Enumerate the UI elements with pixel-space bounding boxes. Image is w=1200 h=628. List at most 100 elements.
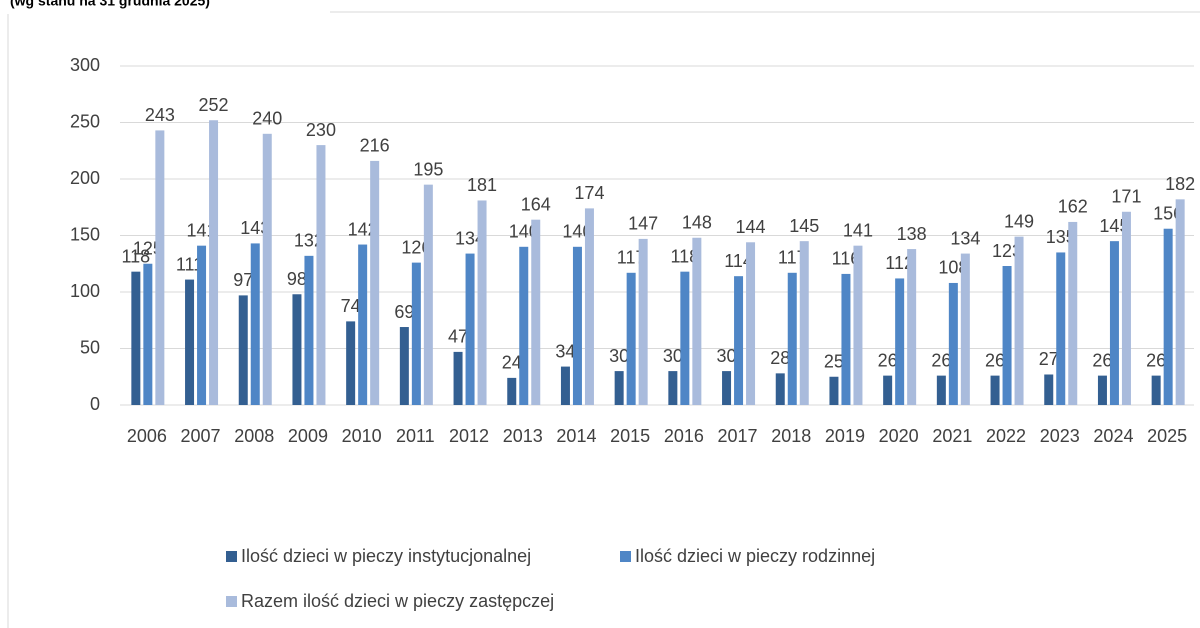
data-label: 114 xyxy=(724,251,753,271)
y-tick-label: 50 xyxy=(80,337,100,357)
bar xyxy=(507,377,517,405)
bar xyxy=(734,276,744,405)
x-tick-label: 2011 xyxy=(396,426,435,446)
y-tick-label: 300 xyxy=(70,55,100,75)
bar xyxy=(680,271,690,405)
data-label: 24 xyxy=(502,353,522,373)
data-label: 97 xyxy=(233,270,253,290)
data-label: 148 xyxy=(682,213,712,233)
data-label: 47 xyxy=(448,327,468,347)
bar xyxy=(1056,252,1066,405)
bar xyxy=(292,294,302,405)
bar xyxy=(1151,375,1161,405)
bar xyxy=(907,249,917,405)
bar xyxy=(692,237,702,405)
x-tick-label: 2013 xyxy=(503,426,543,446)
x-tick-label: 2016 xyxy=(664,426,704,446)
bar xyxy=(304,255,314,405)
bar xyxy=(990,375,1000,405)
x-tick-label: 2018 xyxy=(771,426,811,446)
bar xyxy=(841,273,851,405)
bar xyxy=(1014,236,1024,405)
bar xyxy=(722,371,732,405)
x-tick-label: 2019 xyxy=(825,426,865,446)
x-tick-label: 2023 xyxy=(1040,426,1080,446)
bar xyxy=(209,120,219,406)
y-tick-label: 200 xyxy=(70,168,100,188)
data-label: 144 xyxy=(736,217,766,237)
bar xyxy=(1097,375,1107,405)
legend-swatch xyxy=(226,596,237,607)
bar xyxy=(519,246,529,405)
x-tick-label: 2024 xyxy=(1093,426,1133,446)
legend-label: Ilość dzieci w pieczy instytucjonalnej xyxy=(241,546,531,566)
data-label: 141 xyxy=(843,220,873,240)
data-label: 26 xyxy=(931,350,951,370)
bar xyxy=(948,282,958,405)
bar xyxy=(1121,211,1131,405)
bar xyxy=(638,238,648,405)
data-label: 145 xyxy=(789,216,819,236)
data-label: 26 xyxy=(985,350,1005,370)
data-label: 182 xyxy=(1165,174,1195,194)
x-tick-label: 2006 xyxy=(127,426,167,446)
bar xyxy=(531,219,541,405)
data-label: 147 xyxy=(628,214,658,234)
data-label: 28 xyxy=(770,348,790,368)
data-label: 27 xyxy=(1039,349,1059,369)
y-tick-label: 0 xyxy=(90,394,100,414)
bar xyxy=(250,243,260,405)
x-tick-label: 2022 xyxy=(986,426,1026,446)
y-tick-label: 250 xyxy=(70,111,100,131)
bar xyxy=(131,271,141,405)
bar xyxy=(197,245,207,405)
data-label: 30 xyxy=(663,346,683,366)
data-label: 69 xyxy=(394,302,414,322)
legend-label: Razem ilość dzieci w pieczy zastępczej xyxy=(241,591,554,611)
data-label: 181 xyxy=(467,175,497,195)
data-label: 98 xyxy=(287,269,307,289)
legend-label: Ilość dzieci w pieczy rodzinnej xyxy=(635,546,875,566)
bar xyxy=(883,375,893,405)
bar xyxy=(787,272,797,405)
data-label: 252 xyxy=(199,95,229,115)
bar xyxy=(584,208,594,405)
legend-swatch xyxy=(226,551,237,562)
data-label: 117 xyxy=(617,248,646,268)
bar xyxy=(423,184,433,405)
data-label: 116 xyxy=(832,249,861,269)
bar xyxy=(746,242,756,405)
bar xyxy=(626,272,636,405)
x-tick-label: 2015 xyxy=(610,426,650,446)
bar xyxy=(799,241,809,405)
bar xyxy=(358,244,368,405)
data-label: 74 xyxy=(341,296,361,316)
data-label: 26 xyxy=(878,350,898,370)
data-label: 243 xyxy=(145,105,175,125)
x-tick-label: 2021 xyxy=(932,426,972,446)
x-tick-label: 2012 xyxy=(449,426,489,446)
data-label: 149 xyxy=(1004,211,1034,231)
x-tick-label: 2025 xyxy=(1147,426,1187,446)
bar xyxy=(1068,221,1078,405)
x-tick-label: 2010 xyxy=(342,426,382,446)
y-tick-label: 150 xyxy=(70,224,100,244)
data-label: 34 xyxy=(555,341,575,361)
bar xyxy=(668,371,678,405)
data-label: 138 xyxy=(897,224,927,244)
y-tick-label: 100 xyxy=(70,281,100,301)
data-label: 26 xyxy=(1092,350,1112,370)
bar xyxy=(1175,199,1185,405)
data-label: 26 xyxy=(1146,350,1166,370)
bar xyxy=(829,376,839,405)
data-label: 230 xyxy=(306,120,336,140)
bar xyxy=(775,373,785,405)
bar xyxy=(1109,241,1119,405)
data-label: 240 xyxy=(252,109,282,129)
bar xyxy=(143,263,153,405)
bar xyxy=(572,246,582,405)
legend-swatch xyxy=(620,551,631,562)
bar xyxy=(316,145,326,405)
x-tick-label: 2020 xyxy=(879,426,919,446)
